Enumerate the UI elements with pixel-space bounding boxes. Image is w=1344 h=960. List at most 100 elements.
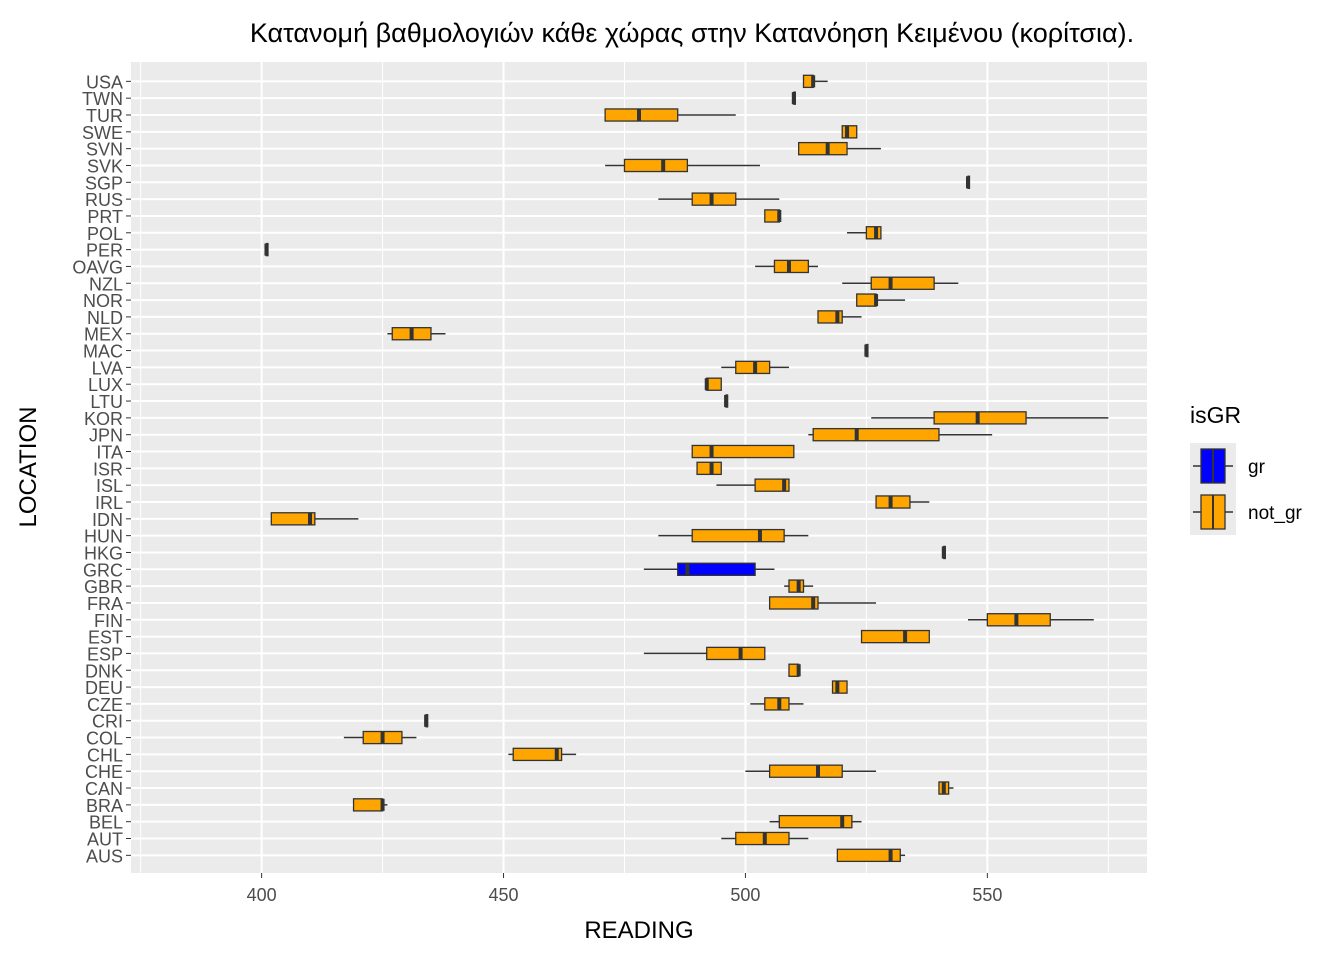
box-irl — [875, 495, 930, 509]
y-tick-label: HUN — [84, 527, 123, 547]
boxes — [264, 74, 1109, 863]
box-ita — [691, 444, 795, 459]
y-tick-label: IDN — [92, 510, 123, 530]
box-col — [343, 730, 417, 745]
box-iqr — [677, 562, 756, 577]
box-per — [264, 242, 269, 257]
box-oavg — [755, 259, 819, 274]
y-tick-label: AUS — [86, 846, 123, 866]
x-axis-label: READING — [584, 917, 693, 944]
box-iqr — [933, 411, 1027, 425]
y-tick-label: ISL — [96, 476, 123, 496]
box-mac — [864, 343, 869, 358]
y-tick-label: FRA — [87, 594, 123, 614]
box-iqr — [865, 226, 882, 240]
box-lva — [721, 360, 789, 375]
y-tick-label: CAN — [85, 779, 123, 799]
box-swe — [841, 125, 858, 139]
box-iqr — [870, 276, 935, 290]
y-tick-label: PRT — [87, 207, 123, 227]
box-iqr — [788, 579, 805, 593]
box-twn — [791, 91, 796, 105]
y-tick-label: SVK — [87, 156, 123, 176]
box-jpn — [808, 427, 993, 442]
y-tick-label: AUT — [87, 830, 123, 850]
y-tick-label: COL — [86, 729, 123, 749]
box-sgp — [965, 175, 971, 190]
y-tick-label: SVN — [86, 140, 123, 160]
box-bel — [769, 814, 862, 829]
x-axis-ticks: 400 450 500 550 — [247, 873, 1002, 905]
y-tick-label: LUX — [88, 375, 123, 395]
box-nor — [856, 293, 906, 307]
box-iqr — [706, 646, 766, 661]
y-tick-label: ISR — [93, 459, 123, 479]
box-iqr — [754, 478, 790, 492]
y-tick-label: CHE — [85, 762, 123, 782]
legend-label: gr — [1248, 457, 1266, 478]
box-isl — [716, 478, 790, 492]
box-mex — [387, 327, 446, 341]
y-tick-label: BEL — [89, 813, 123, 833]
box-iqr — [986, 613, 1051, 627]
box-hun — [658, 528, 809, 543]
y-tick-label: POL — [87, 224, 123, 244]
box-hkg — [941, 545, 946, 560]
box-aus — [836, 848, 906, 863]
x-tick-label: 450 — [489, 885, 519, 905]
box-fra — [768, 596, 877, 610]
y-tick-label: USA — [86, 72, 123, 92]
box-iqr — [735, 831, 790, 846]
chart-title: Κατανομή βαθμολογιών κάθε χώρας στην Κατ… — [250, 18, 1134, 48]
y-tick-label: NLD — [87, 308, 123, 328]
box-iqr — [764, 209, 780, 223]
box-lux — [704, 377, 722, 391]
box-nld — [817, 310, 862, 324]
y-tick-label: OAVG — [72, 257, 123, 277]
box-iqr — [768, 596, 819, 610]
y-tick-label: HKG — [84, 543, 123, 563]
box-iqr — [706, 377, 722, 391]
box-iqr — [841, 125, 858, 139]
y-tick-label: BRA — [86, 796, 123, 816]
y-tick-label: LVA — [92, 358, 123, 378]
box-iqr — [860, 629, 930, 644]
box-cri — [424, 714, 429, 728]
box-iqr — [812, 427, 940, 442]
box-iqr — [764, 697, 790, 711]
y-tick-label: NOR — [83, 291, 123, 311]
y-tick-label: EST — [88, 628, 123, 648]
y-tick-label: IRL — [95, 493, 123, 513]
y-tick-label: CRI — [92, 712, 123, 732]
legend-title: isGR — [1190, 402, 1241, 428]
box-tur — [604, 108, 736, 122]
box-che — [745, 764, 877, 778]
x-tick-label: 550 — [972, 885, 1002, 905]
y-tick-label: RUS — [85, 190, 123, 210]
box-iqr — [735, 360, 771, 375]
box-iqr — [875, 495, 911, 509]
box-iqr — [768, 764, 843, 778]
box-nzl — [842, 276, 959, 290]
box-prt — [764, 209, 782, 223]
box-pol — [847, 226, 882, 240]
y-tick-label: ESP — [87, 644, 123, 664]
y-tick-label: CHL — [87, 745, 123, 765]
box-iqr — [691, 528, 785, 543]
box-rus — [658, 192, 780, 206]
y-tick-label: CZE — [87, 695, 123, 715]
box-svn — [798, 141, 881, 156]
y-tick-label: GRC — [83, 560, 123, 580]
y-tick-label: LTU — [90, 392, 123, 412]
x-tick-label: 400 — [247, 885, 277, 905]
box-iqr — [773, 259, 809, 274]
box-iqr — [798, 141, 848, 156]
box-isr — [696, 461, 722, 476]
box-idn — [270, 512, 359, 526]
box-ltu — [724, 394, 729, 408]
y-tick-label: FIN — [94, 611, 123, 631]
box-iqr — [696, 461, 722, 476]
y-tick-label: TWN — [82, 89, 123, 109]
box-iqr — [836, 848, 901, 863]
